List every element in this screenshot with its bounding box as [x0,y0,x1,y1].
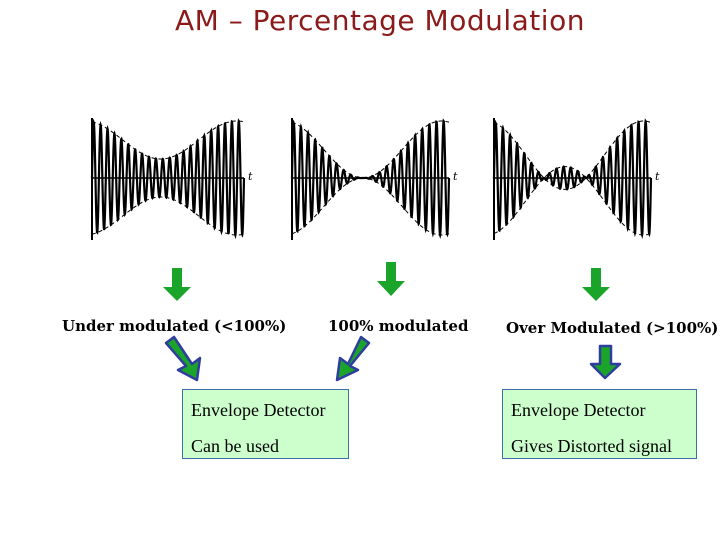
envelope-top [91,120,245,160]
page-title: AM – Percentage Modulation [175,4,585,37]
time-axis-label: t [248,170,253,183]
label-under-modulated: Under modulated (<100%) [62,317,287,335]
waveform-over-modulated: t [492,118,660,240]
carrier-signal [492,118,653,240]
green-arrow-down-icon [377,262,405,296]
blue-arrow-down-icon [589,344,622,380]
box-envelope-detector-usable: Envelope Detector Can be used [182,389,349,459]
green-arrow-down-icon [582,268,610,301]
box-left-line1: Envelope Detector [191,400,326,420]
box-right-line2: Gives Distorted signal [511,436,672,456]
blue-arrow-diagonal-icon [164,335,202,382]
blue-arrow-diagonal-icon [335,335,371,382]
label-100-modulated: 100% modulated [328,317,469,335]
box-envelope-detector-distorted: Envelope Detector Gives Distorted signal [502,389,697,459]
green-arrow-down-icon [163,268,191,301]
envelope-bottom [493,166,652,236]
label-over-modulated: Over Modulated (>100%) [506,319,719,337]
carrier-signal [290,118,451,240]
time-axis-label: t [655,170,660,183]
waveform-100-modulated: t [290,118,458,240]
waveform-under-modulated: t [90,118,253,240]
time-axis-label: t [453,170,458,183]
carrier-signal [90,118,246,240]
envelope-top [291,120,450,179]
box-right-line1: Envelope Detector [511,400,646,420]
envelope-top [493,120,652,190]
box-left-line2: Can be used [191,436,279,456]
envelope-bottom [91,196,245,236]
envelope-bottom [291,177,450,236]
